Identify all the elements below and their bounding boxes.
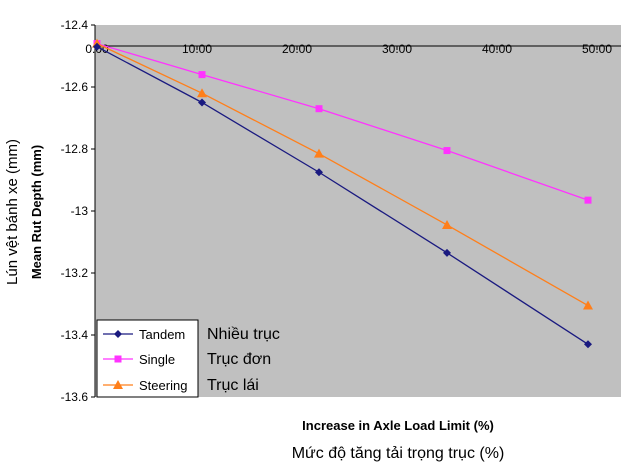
data-point-tandem bbox=[198, 98, 206, 107]
legend: Tandem Single Steering bbox=[96, 319, 199, 398]
x-tick-label: 40.00 bbox=[482, 42, 512, 56]
legend-item-tandem: Tandem bbox=[103, 327, 185, 342]
y-tick-label: -12.8 bbox=[61, 142, 89, 156]
series-annotation: Trục đơn bbox=[207, 351, 271, 368]
y-axis-label-vietnamese: Lún vệt bánh xe (mm) bbox=[4, 139, 21, 285]
legend-label: Steering bbox=[139, 378, 187, 393]
x-tick-label: 20.00 bbox=[282, 42, 312, 56]
y-tick-label: -13 bbox=[71, 204, 89, 218]
legend-item-steering: Steering bbox=[103, 378, 187, 393]
series-layer bbox=[92, 38, 593, 349]
data-point-tandem bbox=[443, 248, 451, 257]
data-point-single bbox=[315, 105, 323, 113]
legend-item-single: Single bbox=[103, 352, 175, 367]
x-tick-label: 10.00 bbox=[182, 42, 212, 56]
legend-label: Single bbox=[139, 352, 175, 367]
legend-swatch-marker bbox=[113, 380, 123, 389]
y-axis-ticks: -12.4 -12.6 -12.8 -13 -13.2 -13.4 -13.6 bbox=[61, 18, 95, 404]
series-annotation: Trục lái bbox=[207, 377, 259, 394]
x-tick-label: 50.00 bbox=[582, 42, 612, 56]
data-point-tandem bbox=[93, 42, 101, 51]
x-tick-label: 30.00 bbox=[382, 42, 412, 56]
x-axis-label: Increase in Axle Load Limit (%) bbox=[302, 418, 494, 433]
data-point-single bbox=[198, 71, 206, 79]
data-point-tandem bbox=[315, 168, 323, 177]
legend-swatch-marker bbox=[114, 355, 122, 363]
y-tick-label: -12.4 bbox=[61, 18, 89, 32]
y-axis-label: Mean Rut Depth (mm) bbox=[29, 145, 44, 279]
legend-swatch-marker bbox=[114, 330, 122, 338]
y-tick-label: -12.6 bbox=[61, 80, 89, 94]
data-point-single bbox=[443, 147, 451, 155]
y-tick-label: -13.6 bbox=[61, 390, 89, 404]
series-annotation: Nhiều trục bbox=[207, 326, 280, 343]
data-point-steering bbox=[314, 148, 324, 158]
series-annotations: Nhiều trục Trục đơn Trục lái bbox=[207, 326, 280, 394]
series-tandem bbox=[93, 42, 592, 349]
x-axis-label-vietnamese: Mức độ tăng tải trọng trục (%) bbox=[292, 445, 505, 462]
data-point-tandem bbox=[584, 340, 592, 349]
legend-label: Tandem bbox=[139, 327, 185, 342]
data-point-single bbox=[584, 196, 592, 204]
data-point-steering bbox=[442, 219, 452, 229]
data-point-steering bbox=[197, 88, 207, 98]
data-point-steering bbox=[583, 300, 593, 310]
y-tick-label: -13.2 bbox=[61, 266, 89, 280]
y-tick-label: -13.4 bbox=[61, 328, 89, 342]
